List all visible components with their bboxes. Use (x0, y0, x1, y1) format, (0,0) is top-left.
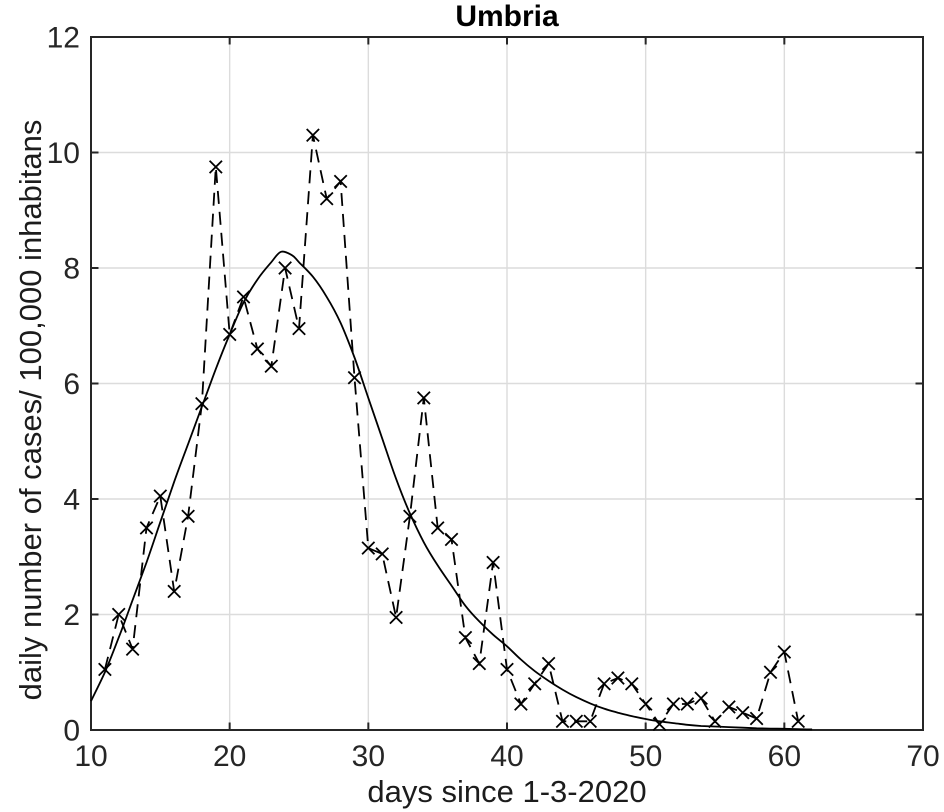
y-axis-label: daily number of cases/ 100,000 inhabitan… (13, 120, 48, 701)
x-axis-label: days since 1-3-2020 (367, 774, 647, 809)
x-tick-label: 40 (490, 740, 523, 773)
y-tick-label: 4 (63, 483, 80, 516)
axes-frame (90, 36, 924, 731)
data-series-line (104, 135, 800, 726)
chart-title: Umbria (455, 0, 559, 33)
data-series-x-markers (98, 128, 806, 732)
y-tick-label: 6 (63, 368, 80, 401)
y-tick-label: 0 (63, 714, 80, 747)
x-tick-label: 30 (352, 740, 385, 773)
y-tick-label: 12 (47, 21, 80, 54)
y-tick-label: 8 (63, 252, 80, 285)
x-tick-label: 60 (768, 740, 801, 773)
x-tick-label: 20 (213, 740, 246, 773)
fit-curve-line (90, 250, 813, 731)
y-tick-label: 10 (47, 137, 80, 170)
x-tick-label: 70 (906, 740, 939, 773)
x-tick-label: 10 (74, 740, 107, 773)
y-tick-label: 2 (63, 599, 80, 632)
x-tick-label: 50 (629, 740, 662, 773)
